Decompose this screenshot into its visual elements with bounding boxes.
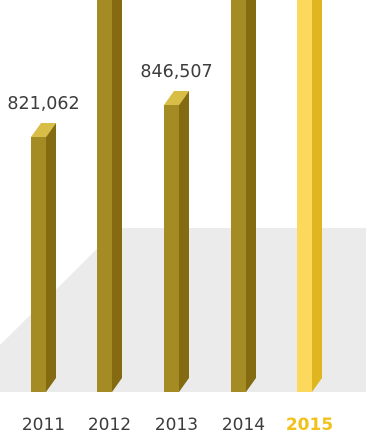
bar-front xyxy=(31,137,46,392)
value-label-2013: 846,507 xyxy=(140,62,212,82)
bar-2015 xyxy=(297,0,322,392)
bar-front xyxy=(97,0,112,392)
value-label-2011: 821,062 xyxy=(7,94,79,114)
bar-2012 xyxy=(97,0,122,392)
bar-side xyxy=(46,123,56,392)
bar-top xyxy=(31,123,56,137)
bars-group xyxy=(31,0,322,392)
bar-front xyxy=(164,105,179,392)
bar-2013 xyxy=(164,91,189,392)
x-tick-2011: 2011 xyxy=(22,415,65,435)
bar-2014 xyxy=(231,0,256,392)
bar-top xyxy=(164,91,189,105)
bar-side xyxy=(179,91,189,392)
bar-side xyxy=(312,0,322,392)
x-axis-ticks-group: 2011 2012 2013 2014 2015 xyxy=(22,415,333,435)
bar-side xyxy=(112,0,122,392)
x-tick-2014: 2014 xyxy=(222,415,265,435)
bar-side xyxy=(246,0,256,392)
x-tick-2015: 2015 xyxy=(286,415,333,435)
x-tick-2013: 2013 xyxy=(155,415,198,435)
bar-2011 xyxy=(31,123,56,392)
bar-front xyxy=(297,0,312,392)
x-tick-2012: 2012 xyxy=(88,415,131,435)
value-labels-group: 821,062951,418846,507945,7981,038,211 xyxy=(7,62,212,114)
bar-front xyxy=(231,0,246,392)
